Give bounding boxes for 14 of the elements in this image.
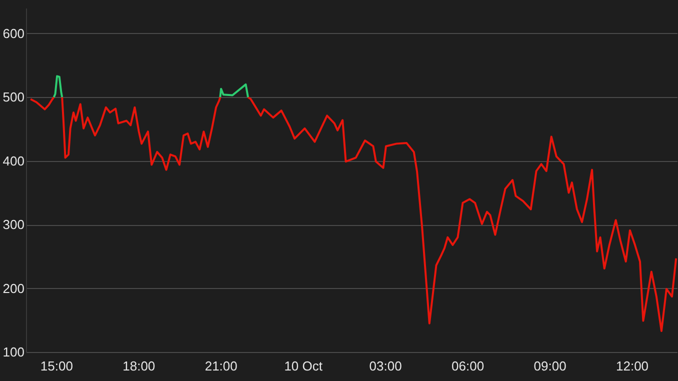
x-tick-label: 10 Oct — [284, 358, 323, 374]
x-tick-label: 09:00 — [534, 358, 566, 374]
x-tick-label: 06:00 — [452, 358, 484, 374]
y-tick-label: 600 — [2, 26, 24, 41]
x-tick-label: 18:00 — [122, 358, 156, 374]
x-tick-label: 21:00 — [204, 358, 238, 374]
x-tick-label: 03:00 — [369, 358, 402, 374]
y-tick-label: 400 — [2, 153, 24, 168]
y-tick-label: 100 — [2, 344, 24, 360]
y-tick-label: 300 — [2, 217, 24, 232]
x-tick-label: 15:00 — [40, 358, 73, 374]
y-tick-label: 200 — [2, 280, 24, 296]
y-tick-label: 500 — [2, 90, 24, 105]
x-tick-label: 12:00 — [616, 358, 649, 374]
